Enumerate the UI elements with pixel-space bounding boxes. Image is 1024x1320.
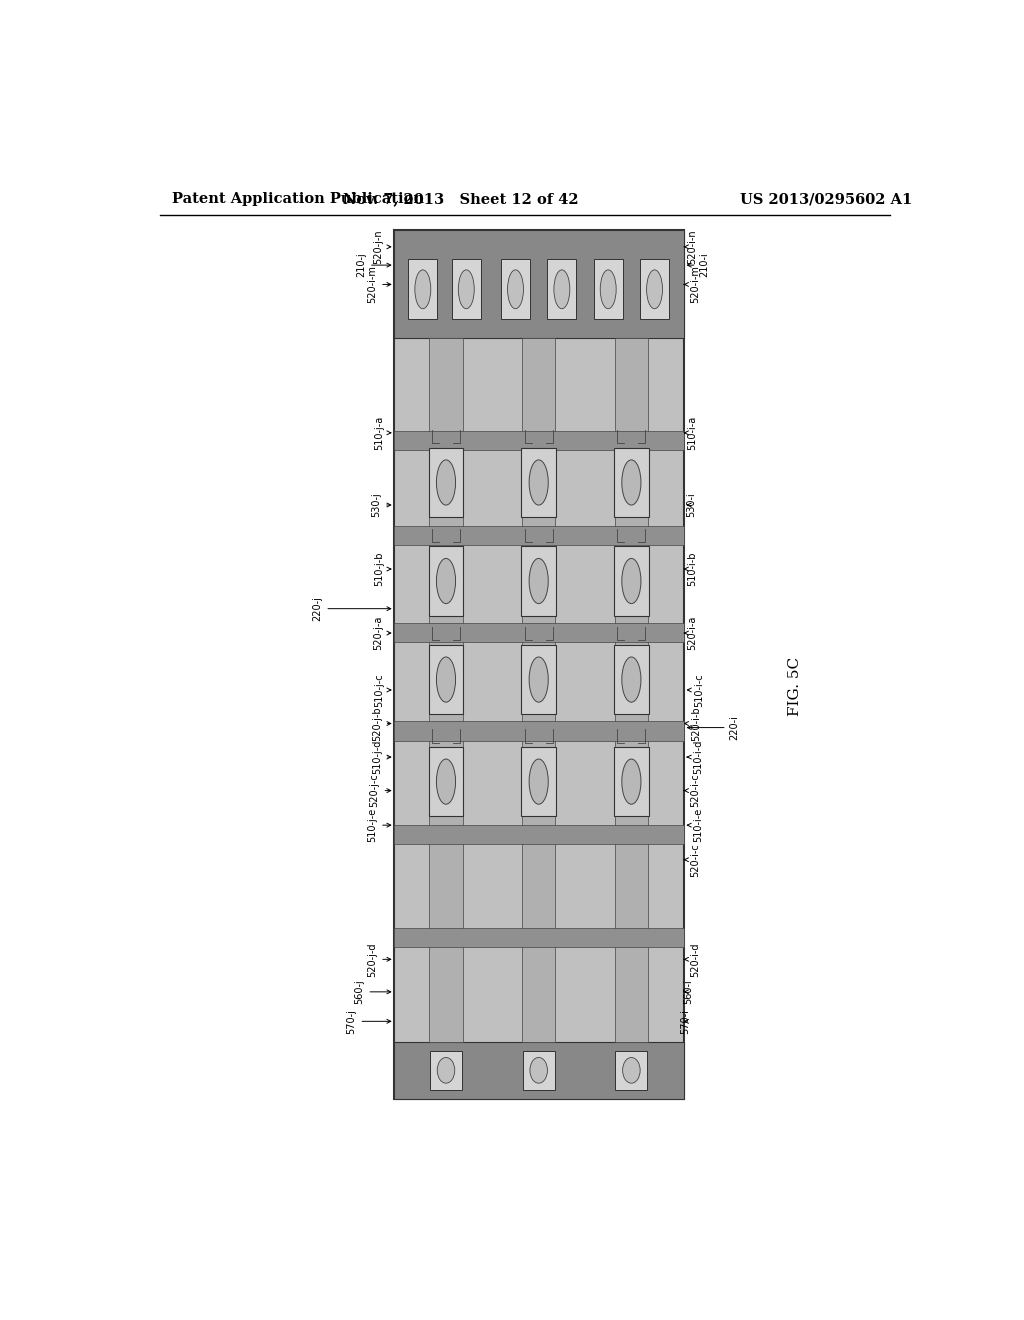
Text: 520-i-m: 520-i-m [368,265,391,304]
Text: 510-j-b: 510-j-b [375,552,391,586]
Ellipse shape [623,1057,640,1084]
Bar [394,525,684,545]
Ellipse shape [646,269,663,309]
Text: 220-i: 220-i [687,715,739,741]
Text: 530-j: 530-j [371,492,391,517]
Ellipse shape [437,1057,455,1084]
Text: 520-j-c: 520-j-c [370,774,391,808]
Text: 520-i-d: 520-i-d [684,942,699,977]
Text: Nov. 7, 2013   Sheet 12 of 42: Nov. 7, 2013 Sheet 12 of 42 [343,191,580,206]
Text: 510-i-b: 510-i-b [684,552,697,586]
Text: 520-j-d: 520-j-d [368,942,391,977]
Text: 510-i-c: 510-i-c [687,673,705,706]
Bar [429,447,464,517]
Bar [394,928,684,948]
Text: 520-j-n: 520-j-n [374,230,391,264]
Bar [394,230,684,1098]
Bar [614,546,649,616]
Bar [394,722,684,741]
Text: Patent Application Publication: Patent Application Publication [172,191,424,206]
Text: 520-i-a: 520-i-a [684,616,697,651]
Ellipse shape [622,657,641,702]
Text: 510-j-c: 510-j-c [375,673,391,706]
Text: 520-j-a: 520-j-a [373,616,391,651]
Text: US 2013/0295602 A1: US 2013/0295602 A1 [740,191,912,206]
Ellipse shape [436,657,456,702]
Text: 530-i: 530-i [686,492,696,517]
Bar [452,260,480,319]
Text: 560-j: 560-j [354,979,391,1005]
Bar [501,260,530,319]
Text: 220-j: 220-j [312,597,391,622]
Ellipse shape [530,1057,548,1084]
Ellipse shape [529,459,548,506]
Text: 520-i-c: 520-i-c [684,774,699,808]
Bar [523,1051,555,1090]
Ellipse shape [415,269,431,309]
Bar [429,546,464,616]
Bar [521,747,556,816]
Bar [614,644,649,714]
Text: 560-i: 560-i [684,979,693,1005]
Text: 570-i: 570-i [680,1008,690,1034]
Ellipse shape [622,558,641,603]
Bar [521,546,556,616]
Bar [429,338,463,1041]
Text: 510-i-e: 510-i-e [687,808,703,842]
Bar [409,260,437,319]
Bar [429,644,464,714]
Text: 520-i-c: 520-i-c [684,843,699,876]
Bar [522,338,555,1041]
Bar [614,747,649,816]
Bar [430,1051,462,1090]
Text: 520-i-n: 520-i-n [684,230,697,264]
Ellipse shape [529,558,548,603]
Text: 570-j: 570-j [346,1008,391,1034]
Ellipse shape [622,759,641,804]
Text: 510-i-a: 510-i-a [684,416,697,450]
Ellipse shape [436,558,456,603]
Bar [394,230,684,338]
Ellipse shape [622,459,641,506]
Ellipse shape [600,269,616,309]
Text: 510-j-a: 510-j-a [375,416,391,450]
Bar [429,747,464,816]
Bar [614,338,648,1041]
Ellipse shape [529,759,548,804]
Text: 520-i-m: 520-i-m [684,265,699,304]
Text: 520-i-b: 520-i-b [685,706,701,741]
Text: 210-i: 210-i [687,252,710,277]
Text: 510-j-e: 510-j-e [368,808,391,842]
Bar [594,260,623,319]
Bar [521,447,556,517]
Bar [614,447,649,517]
Bar [521,644,556,714]
Bar [394,1041,684,1098]
Bar [615,1051,647,1090]
Bar [394,623,684,642]
Text: 510-j-d: 510-j-d [372,741,391,775]
Ellipse shape [436,759,456,804]
Bar [640,260,669,319]
Ellipse shape [554,269,569,309]
Text: FIG. 5C: FIG. 5C [787,657,802,717]
Ellipse shape [459,269,474,309]
Bar [548,260,577,319]
Ellipse shape [508,269,523,309]
Text: 210-j: 210-j [356,252,391,277]
Text: 520-j-b: 520-j-b [372,706,391,741]
Bar [394,825,684,843]
Bar [394,430,684,450]
Ellipse shape [529,657,548,702]
Text: 510-i-d: 510-i-d [687,741,703,775]
Ellipse shape [436,459,456,506]
